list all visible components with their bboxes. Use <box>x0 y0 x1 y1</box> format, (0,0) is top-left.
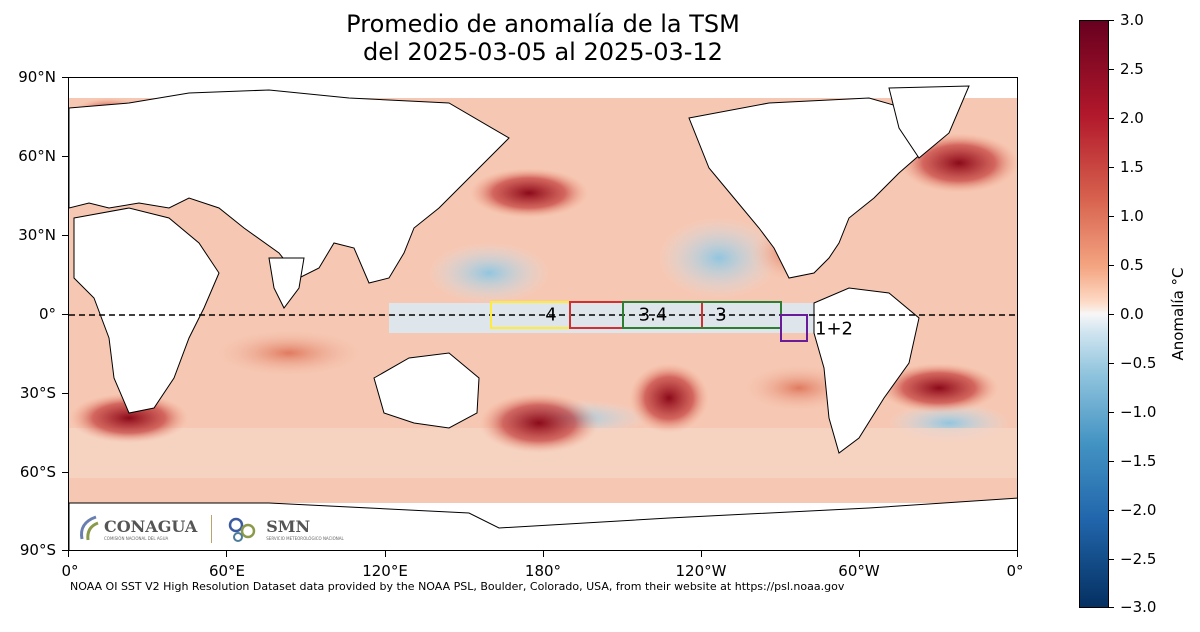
ytick-label: 90°S <box>19 541 56 559</box>
colorbar-tick-mark <box>1109 363 1114 365</box>
colorbar-tick-mark <box>1109 461 1114 463</box>
map-title: Promedio de anomalía de la TSM del 2025-… <box>68 10 1018 66</box>
colorbar-tick-label: −2.5 <box>1120 550 1157 568</box>
xtick-label: 60°W <box>838 562 880 580</box>
smn-logo-text: SMN <box>266 517 311 536</box>
nino-3-label: 3 <box>715 304 727 326</box>
colorbar-tick-label: 0.0 <box>1120 305 1144 323</box>
title-line-2: del 2025-03-05 al 2025-03-12 <box>363 38 723 66</box>
conagua-logo: CONAGUA COMISIÓN NACIONAL DEL AGUA <box>104 517 197 541</box>
colorbar-tick-mark <box>1109 69 1114 71</box>
colorbar-tick-label: 3.0 <box>1120 11 1144 29</box>
agency-logos: CONAGUA COMISIÓN NACIONAL DEL AGUA SMN S… <box>76 512 344 546</box>
colorbar-tick-mark <box>1109 510 1114 512</box>
ytick-mark <box>62 472 68 474</box>
nino-34-label: 3.4 <box>638 304 668 326</box>
ytick-label: 60°N <box>18 147 56 165</box>
colorbar-tick-label: 1.0 <box>1120 207 1144 225</box>
ytick-label: 30°N <box>18 226 56 244</box>
conagua-logo-icon <box>80 515 99 541</box>
xtick-mark <box>68 551 70 557</box>
xtick-label: 0° <box>1006 562 1024 580</box>
colorbar-tick-mark <box>1109 265 1114 267</box>
ytick-label: 0° <box>38 305 56 323</box>
ytick-label: 30°S <box>19 384 56 402</box>
colorbar-tick-mark <box>1109 20 1114 22</box>
colorbar-tick-label: −1.0 <box>1120 403 1157 421</box>
colorbar-tick-label: 0.5 <box>1120 256 1144 274</box>
xtick-mark <box>701 551 703 557</box>
land-masses <box>69 85 1017 550</box>
sst-anomaly-map <box>68 77 1018 551</box>
colorbar-tick-label: −1.5 <box>1120 452 1157 470</box>
colorbar-tick-label: −3.0 <box>1120 598 1157 616</box>
colorbar-tick-mark <box>1109 412 1114 414</box>
smn-logo-icon <box>229 517 256 542</box>
ytick-mark <box>62 235 68 237</box>
ytick-label: 60°S <box>19 463 56 481</box>
xtick-label: 0° <box>61 562 79 580</box>
data-credit: NOAA OI SST V2 High Resolution Dataset d… <box>70 580 845 593</box>
xtick-label: 120°E <box>362 562 408 580</box>
colorbar-tick-mark <box>1109 216 1114 218</box>
colorbar-tick-mark <box>1109 607 1114 609</box>
colorbar-tick-label: −0.5 <box>1120 354 1157 372</box>
nino-4-label: 4 <box>545 304 557 326</box>
ytick-label: 90°N <box>18 68 56 86</box>
colorbar-tick-label: 2.5 <box>1120 60 1144 78</box>
conagua-logo-subtitle: COMISIÓN NACIONAL DEL AGUA <box>104 536 169 541</box>
colorbar <box>1079 20 1109 608</box>
ytick-mark <box>62 393 68 395</box>
colorbar-label: Anomalía °C <box>1169 267 1187 361</box>
title-line-1: Promedio de anomalía de la TSM <box>346 10 740 38</box>
ytick-mark <box>62 550 68 552</box>
ytick-mark <box>62 314 68 316</box>
logo-divider <box>211 515 213 543</box>
colorbar-tick-label: −2.0 <box>1120 501 1157 519</box>
colorbar-tick-mark <box>1109 118 1114 120</box>
xtick-label: 180° <box>524 562 562 580</box>
colorbar-tick-label: 2.0 <box>1120 109 1144 127</box>
colorbar-tick-mark <box>1109 167 1114 169</box>
conagua-logo-text: CONAGUA <box>104 517 198 536</box>
nino-12-box <box>780 314 808 342</box>
ytick-mark <box>62 156 68 158</box>
xtick-label: 120°W <box>675 562 727 580</box>
ytick-mark <box>62 77 68 79</box>
nino-12-label: 1+2 <box>815 318 853 340</box>
colorbar-tick-label: 1.5 <box>1120 158 1144 176</box>
map-svg <box>69 78 1017 550</box>
xtick-mark <box>543 551 545 557</box>
xtick-mark <box>385 551 387 557</box>
xtick-mark <box>859 551 861 557</box>
xtick-label: 60°E <box>208 562 246 580</box>
xtick-mark <box>226 551 228 557</box>
smn-logo-subtitle: SERVICIO METEOROLÓGICO NACIONAL <box>266 536 344 541</box>
colorbar-tick-mark <box>1109 559 1114 561</box>
smn-logo: SMN SERVICIO METEOROLÓGICO NACIONAL <box>266 517 343 541</box>
colorbar-tick-mark <box>1109 314 1114 316</box>
xtick-mark <box>1017 551 1019 557</box>
